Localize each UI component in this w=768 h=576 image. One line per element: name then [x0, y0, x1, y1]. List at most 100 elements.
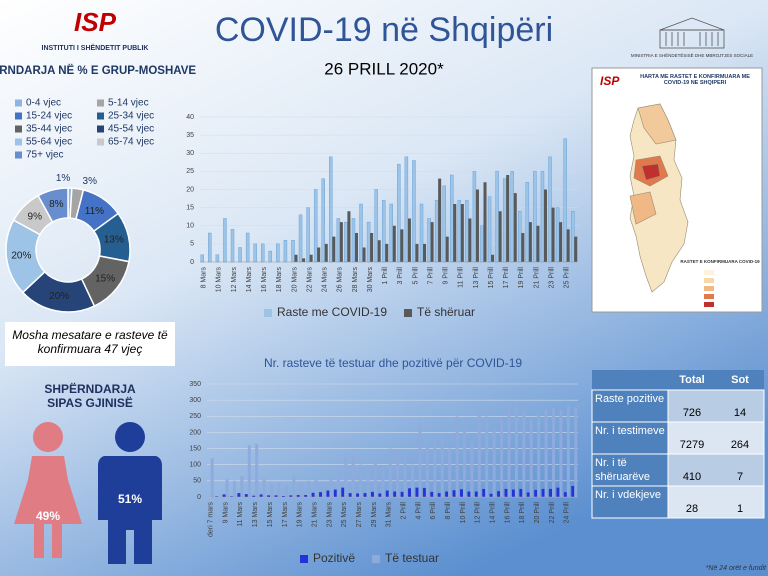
gender-figure [98, 456, 162, 564]
legend-label: Pozitivë [313, 551, 355, 565]
bar [422, 487, 426, 497]
institute-name: INSTITUTI I SHËNDETIT PUBLIK [42, 44, 149, 52]
bar [438, 178, 442, 262]
bar [457, 200, 462, 263]
bar [407, 218, 411, 262]
y-tick-label: 10 [186, 223, 194, 230]
x-tick-label: 14 Prill [490, 502, 497, 524]
y-tick-label: 350 [189, 381, 201, 388]
bar [537, 414, 541, 497]
bar [333, 489, 337, 497]
bar [485, 416, 489, 497]
bar [294, 254, 298, 262]
bar [468, 218, 472, 262]
bar [354, 233, 359, 262]
row-label: Nr. i të shëruarëve [595, 457, 651, 483]
bar [566, 406, 570, 497]
x-tick-label: 10 Prill [460, 502, 467, 524]
x-tick-label: 9 Mars [222, 502, 229, 524]
x-tick-label: 21 Mars [311, 502, 318, 528]
bar [359, 203, 363, 263]
x-tick-label: 15 Mars [267, 502, 274, 528]
legend-label: 35-44 vjec [26, 124, 72, 135]
legend-label: 0-4 vjec [26, 98, 61, 109]
bar [378, 493, 382, 497]
table-cell: 264 [731, 439, 749, 451]
x-tick-label: 19 Prill [518, 267, 525, 289]
bar [536, 225, 540, 262]
bar [526, 492, 530, 497]
row-label-wrap: Nr. i vdekjeve [595, 489, 661, 501]
y-tick-label: 25 [186, 168, 194, 175]
x-tick-label: 5 Prill [412, 267, 419, 285]
map-logo: ISP [600, 74, 620, 88]
bar [445, 491, 449, 497]
bar [418, 422, 422, 497]
legend-swatch [15, 125, 22, 133]
bar [313, 189, 318, 263]
bar [341, 487, 345, 497]
bar [317, 247, 321, 262]
x-tick-label: 13 Mars [252, 502, 259, 528]
bar [222, 494, 226, 497]
y-tick-label: 15 [186, 204, 194, 211]
age-note-wrap: Mosha mesatare e rasteve të konfirmuara … [12, 328, 167, 356]
x-tick-label: 6 Prill [430, 502, 437, 520]
logo: ISP [74, 7, 117, 37]
bar [465, 200, 469, 263]
legend-label: Të testuar [385, 551, 439, 565]
bar [223, 218, 227, 263]
bar [434, 200, 439, 263]
bar [525, 182, 530, 263]
bar [356, 493, 360, 497]
bar [326, 490, 330, 497]
bar [319, 492, 323, 497]
bar [474, 491, 478, 497]
map-legend [704, 270, 714, 307]
bar [329, 156, 333, 263]
bar [455, 416, 459, 497]
bar [574, 408, 578, 497]
bar [400, 229, 404, 262]
row-label: Nr. i testimeve [595, 425, 665, 437]
bar [252, 495, 256, 497]
legend-swatch [97, 138, 104, 146]
bar [339, 222, 343, 262]
bar [270, 484, 274, 497]
bar [430, 222, 434, 262]
bar [544, 409, 548, 497]
x-tick-label: 26 Mars [337, 267, 344, 293]
bar [495, 171, 499, 263]
x-tick-label: 24 Prill [564, 502, 571, 524]
slice-label: 1% [56, 173, 71, 184]
bar [491, 254, 495, 262]
y-tick-label: 30 [186, 150, 194, 157]
x-tick-label: 22 Mars [306, 267, 313, 293]
bar [467, 491, 471, 497]
gender-title-wrap: SHPËRNDARJA SIPAS GJINISË [44, 382, 135, 410]
bar [366, 467, 370, 497]
table-cell: 7 [737, 471, 743, 483]
x-tick-label: 20 Mars [291, 267, 298, 293]
column-header: Sot [731, 374, 749, 386]
x-tick-label: 3 Prill [397, 267, 404, 285]
legend-label: Raste me COVID-19 [277, 305, 387, 319]
bar [397, 163, 401, 263]
footnote: *Në 24 orët e fundit [706, 565, 767, 572]
bar [559, 222, 563, 262]
bar [415, 487, 419, 497]
x-tick-label: 17 Mars [282, 502, 289, 528]
bar [462, 419, 466, 497]
bar [452, 490, 456, 497]
bar [412, 160, 416, 263]
y-tick-label: 5 [190, 241, 194, 248]
bar [370, 233, 374, 262]
bar [522, 411, 526, 497]
gender-label: 51% [118, 492, 142, 506]
x-tick-label: 15 Prill [488, 267, 495, 289]
bar [245, 232, 250, 263]
legend-label: Të shëruar [417, 305, 475, 319]
bar [502, 178, 507, 263]
bar [238, 247, 242, 263]
bar [400, 491, 404, 497]
